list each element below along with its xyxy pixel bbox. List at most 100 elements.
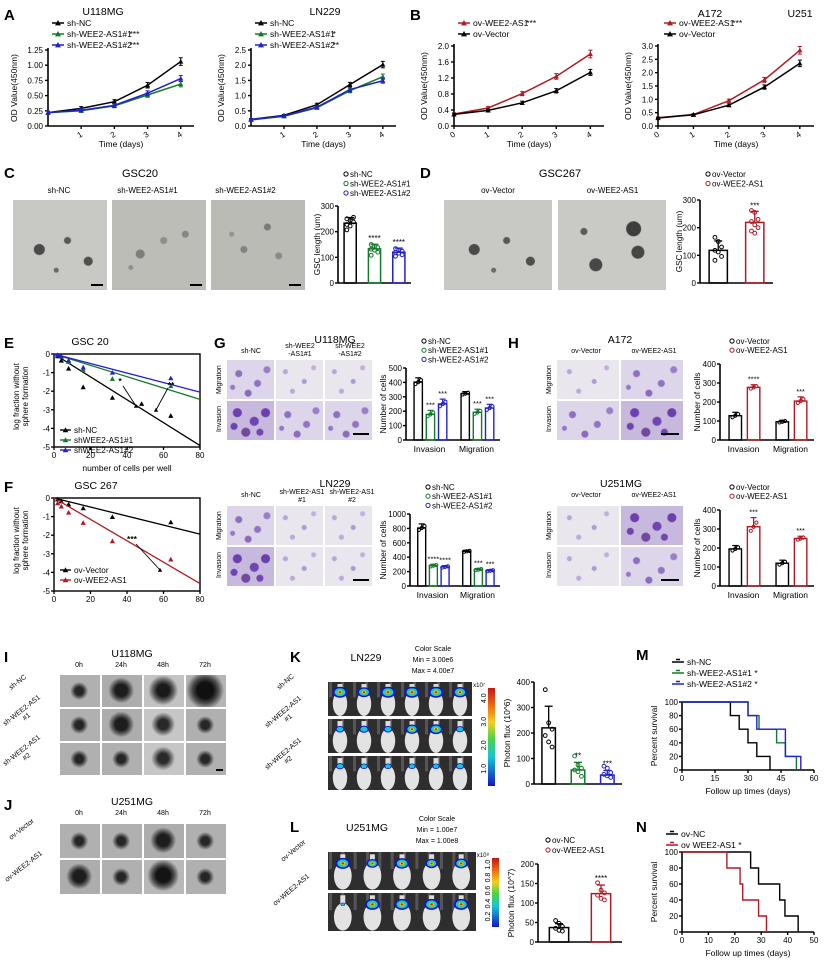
svg-text:0: 0 <box>674 928 679 937</box>
svg-text:1.0: 1.0 <box>481 764 488 774</box>
svg-text:**: ** <box>332 40 339 50</box>
svg-text:shWEE2-AS1#1: shWEE2-AS1#1 <box>74 436 134 445</box>
svg-text:ov-WEE2-AS1: ov-WEE2-AS1 <box>679 18 735 28</box>
svg-text:4: 4 <box>794 130 803 140</box>
panel-label-j: J <box>4 797 13 814</box>
panel-h2-col-label-2: ov-WEE2-AS1 <box>631 492 677 499</box>
panel-g-bar-u118mg: 0 100 200 300 400 500 Number of cells *** *** Inv… <box>376 336 504 456</box>
spheroid-j-ov-24h <box>102 860 142 894</box>
panel-k-title: LN229 <box>350 652 382 664</box>
svg-text:-5: -5 <box>43 587 51 596</box>
svg-text:0.50: 0.50 <box>27 92 43 101</box>
spheroid-j-ov-0h <box>60 860 100 894</box>
svg-text:50: 50 <box>525 919 534 928</box>
spheroid-i-sh1-0h <box>60 709 100 741</box>
spheroid-i-shnc-48h <box>144 675 184 707</box>
svg-text:***: *** <box>732 18 743 28</box>
micrograph-gsc20-sh2 <box>211 200 305 290</box>
svg-text:sh-NC: sh-NC <box>432 483 455 492</box>
spheroid-i-sh2-72h <box>186 743 226 775</box>
svg-text:0: 0 <box>680 774 685 783</box>
panel-g2-col-label-1: sh-NC <box>241 492 261 499</box>
transwell-g2-mig-sh1 <box>276 506 323 545</box>
svg-text:300: 300 <box>517 704 531 713</box>
svg-text:0.5: 0.5 <box>642 109 654 118</box>
svg-text:2: 2 <box>723 130 732 140</box>
svg-text:log fraction without: log fraction without <box>12 362 21 429</box>
svg-text:100: 100 <box>703 563 717 572</box>
svg-text:100: 100 <box>321 253 335 262</box>
svg-text:sh-NC: sh-NC <box>687 657 711 667</box>
svg-text:60: 60 <box>810 774 819 783</box>
svg-text:0: 0 <box>526 780 531 789</box>
bli-l-ov-row <box>328 893 476 931</box>
svg-text:sh-WEE2-AS1#1 *: sh-WEE2-AS1#1 * <box>687 668 758 678</box>
svg-text:0: 0 <box>52 451 57 460</box>
svg-text:600: 600 <box>393 539 407 548</box>
svg-text:150: 150 <box>521 880 535 889</box>
svg-text:0.0: 0.0 <box>438 122 450 131</box>
svg-text:ov-Vector: ov-Vector <box>736 337 770 346</box>
svg-text:20: 20 <box>86 595 95 604</box>
svg-text:300: 300 <box>703 379 717 388</box>
svg-text:-4: -4 <box>43 568 51 577</box>
svg-text:400: 400 <box>703 506 717 515</box>
svg-text:0: 0 <box>330 279 335 288</box>
svg-text:3: 3 <box>344 130 353 140</box>
svg-text:0.0: 0.0 <box>235 122 247 131</box>
panel-a-chart1-title: U118MG <box>82 6 124 18</box>
svg-text:number of cells per well: number of cells per well <box>82 463 171 473</box>
panel-k-row-sh1: sh-WEE2-AS1 #1 <box>264 694 304 730</box>
svg-text:2: 2 <box>109 130 118 140</box>
svg-text:ov-NC: ov-NC <box>552 836 575 845</box>
svg-text:sh-NC: sh-NC <box>74 426 97 435</box>
bli-k-shnc-row <box>328 682 472 716</box>
svg-text:1.0: 1.0 <box>642 95 654 104</box>
panel-f-title: GSC 267 <box>74 480 118 492</box>
svg-text:GSC length (um): GSC length (um) <box>675 211 684 273</box>
svg-text:Time (days): Time (days) <box>99 139 144 149</box>
svg-text:Follow up times (days): Follow up times (days) <box>705 786 790 796</box>
svg-text:50: 50 <box>810 936 819 945</box>
svg-text:0.25: 0.25 <box>27 107 43 116</box>
panel-h1-col-label-1: ov-Vector <box>571 348 601 355</box>
svg-text:1.5: 1.5 <box>235 76 247 85</box>
svg-text:20: 20 <box>669 752 678 761</box>
spheroid-i-shnc-72h <box>186 675 226 707</box>
svg-text:200: 200 <box>703 398 717 407</box>
svg-text:400: 400 <box>517 678 531 687</box>
transwell-g2-mig-shnc <box>227 506 274 545</box>
micrograph-gsc20-sh1 <box>112 200 206 290</box>
svg-text:20: 20 <box>669 912 678 921</box>
svg-text:sh-WEE2-AS1#1: sh-WEE2-AS1#1 <box>432 492 493 501</box>
svg-text:Follow up times (days): Follow up times (days) <box>705 948 790 958</box>
svg-text:****: **** <box>595 874 607 883</box>
svg-text:***: *** <box>129 40 140 50</box>
panel-d-img-label-1: ov-Vector <box>481 186 515 195</box>
svg-text:1.5: 1.5 <box>642 82 654 91</box>
transwell-g2-inv-sh1 <box>276 547 323 586</box>
svg-text:400: 400 <box>393 553 407 562</box>
svg-text:Time (days): Time (days) <box>301 139 346 149</box>
panel-k-colorbar: x10⁷ 4.0 3.0 2.0 1.0 <box>473 682 496 790</box>
panel-k-colorscale-min: Min = 3.00e6 <box>412 657 454 664</box>
svg-text:0.8: 0.8 <box>485 873 492 883</box>
panel-b-chart-u251: 0.0 0.5 1.0 1.5 2.0 2.5 3.0 0 1 2 3 4 Time (days) OD … <box>622 18 818 149</box>
svg-text:3: 3 <box>759 130 768 140</box>
panel-a-chart-u118mg: 0.00 0.25 0.50 0.75 1.00 1.25 1 2 3 4 Time (days) O… <box>8 18 198 149</box>
svg-text:2.0: 2.0 <box>235 61 247 70</box>
panel-g2-row-label-migration: Migration <box>216 511 223 541</box>
spheroid-j-vec-72h <box>186 824 226 858</box>
svg-text:ov-WEE2-AS1: ov-WEE2-AS1 <box>552 846 605 855</box>
svg-text:0: 0 <box>680 936 685 945</box>
svg-text:100: 100 <box>389 422 403 431</box>
svg-text:1.0: 1.0 <box>485 860 492 870</box>
svg-text:sh-NC: sh-NC <box>270 18 294 28</box>
panel-h2-row-label-invasion: Invasion <box>546 551 553 579</box>
spheroid-i-sh1-48h <box>144 709 184 741</box>
transwell-h2-inv-vector <box>557 547 619 586</box>
panel-label-l: L <box>290 819 300 836</box>
panel-k-colorscale-max: Max = 4.00e7 <box>411 668 455 675</box>
svg-text:20: 20 <box>86 451 95 460</box>
panel-i-col-0h: 0h <box>75 662 83 669</box>
